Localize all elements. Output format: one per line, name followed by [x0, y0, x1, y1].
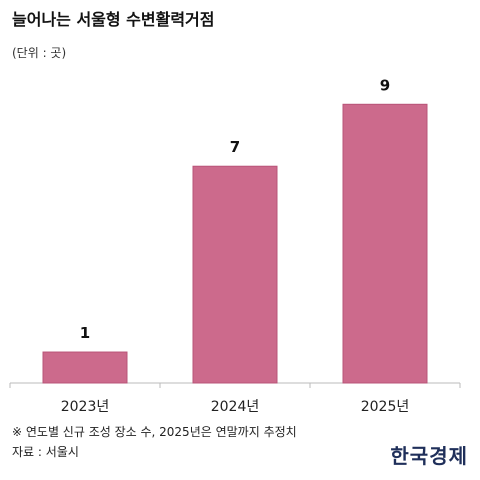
unit-label: (단위 : 곳)	[12, 46, 67, 60]
x-tick-label: 2023년	[61, 399, 110, 415]
x-tick-label: 2025년	[361, 399, 410, 415]
data-label: 7	[230, 138, 240, 156]
bar-2023년	[42, 351, 128, 384]
x-tick-label: 2024년	[211, 399, 260, 415]
bar-2025년	[342, 103, 428, 384]
publisher-logo: 한국경제	[390, 444, 468, 468]
bar-2024년	[192, 165, 278, 384]
data-label: 1	[80, 324, 90, 342]
data-label: 9	[380, 76, 390, 94]
source-label: 자료 : 서울시	[12, 445, 79, 459]
chart-title: 늘어나는 서울형 수변활력거점	[12, 10, 215, 29]
footnote: ※ 연도별 신규 조성 장소 수, 2025년은 연말까지 추정치	[12, 425, 297, 439]
